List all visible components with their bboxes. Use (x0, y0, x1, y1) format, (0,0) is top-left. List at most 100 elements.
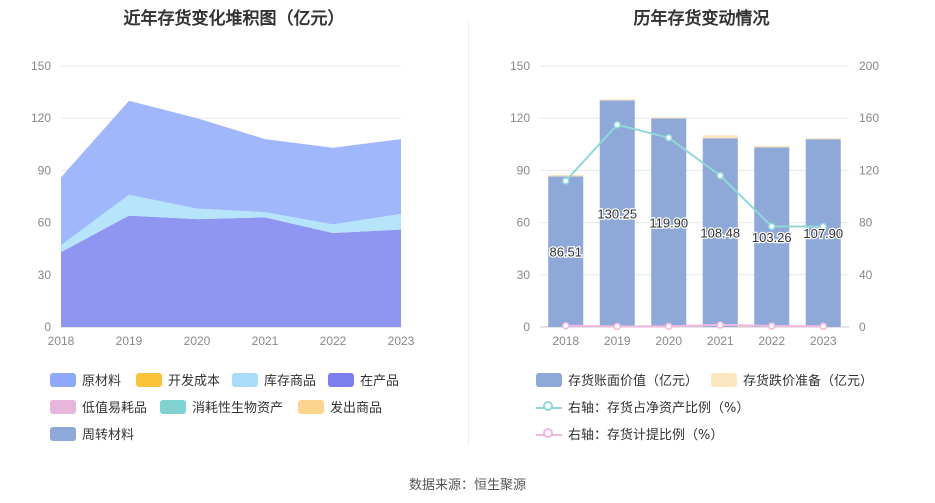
bar-provision (651, 117, 687, 119)
legend-item[interactable]: 周转材料 (50, 424, 134, 443)
bar-value-label: 130.25 (597, 207, 637, 222)
line-point (613, 322, 621, 331)
stacked-area-chart: 0 30 60 90 120 150 2018 2019 2020 2021 2022 2023 (31, 59, 415, 348)
area-series-1 (61, 215, 401, 327)
y2-tick-label: 200 (859, 59, 879, 73)
y-tick-label: 0 (44, 320, 51, 334)
x-tick-label: 2020 (655, 334, 682, 348)
y-tick-label: 120 (31, 111, 51, 125)
x-tick-label: 2019 (604, 334, 631, 348)
y2-tick-label: 80 (859, 216, 873, 230)
legend-swatch (536, 372, 562, 387)
line-point (562, 321, 570, 330)
legend-swatch (50, 399, 76, 414)
line-point (716, 171, 724, 180)
right-chart-title: 历年存货变动情况 (633, 9, 770, 29)
legend-item[interactable]: 低值易耗品 (50, 397, 147, 416)
legend-label: 开发成本 (168, 374, 221, 389)
bar-value-label: 119.90 (649, 216, 688, 231)
legend-swatch (50, 372, 76, 387)
legend-label: 右轴：存货占净资产比例（%） (568, 401, 750, 416)
legend-item[interactable]: 在产品 (328, 370, 399, 389)
x-tick-label: 2022 (320, 334, 347, 348)
legend-swatch (160, 399, 186, 414)
y-tick-label: 120 (510, 111, 530, 125)
y-tick-label: 60 (38, 216, 52, 230)
legend-item[interactable]: 存货账面价值（亿元） (536, 370, 698, 389)
legend-label: 存货跌价准备（亿元） (743, 374, 874, 389)
x-tick-label: 2022 (758, 334, 785, 348)
x-tick-label: 2019 (116, 334, 143, 348)
line-point (562, 177, 570, 185)
line-net-asset-ratio (565, 123, 824, 228)
bar-book-value (805, 139, 841, 327)
legend-label: 消耗性生物资产 (192, 401, 284, 416)
legend-label: 低值易耗品 (82, 401, 148, 416)
legend-label: 发出商品 (330, 401, 383, 416)
legend-item[interactable]: 库存商品 (232, 370, 316, 389)
inventory-bar-line-chart: 0 30 60 90 120 150 0 40 80 120 160 200 86.51 130.25 11… (510, 59, 879, 348)
legend-item[interactable]: 开发成本 (136, 370, 220, 389)
legend-swatch (50, 426, 76, 441)
x-tick-label: 2023 (388, 334, 415, 348)
x-tick-label: 2018 (552, 334, 579, 348)
legend-label: 在产品 (360, 374, 400, 389)
line-point (819, 322, 827, 330)
legend-item[interactable]: 右轴：存货占净资产比例（%） (536, 397, 749, 416)
bar-value-label: 103.26 (752, 230, 792, 245)
y-tick-label: 60 (517, 216, 531, 230)
y2-tick-label: 160 (859, 111, 879, 125)
bar-value-label: 108.48 (700, 226, 740, 241)
line-point (768, 222, 776, 231)
legend-label: 右轴：存货计提比例（%） (568, 428, 724, 443)
x-tick-label: 2021 (252, 334, 279, 348)
bar-book-value (702, 138, 738, 327)
line-point (613, 120, 621, 129)
y2-tick-label: 0 (859, 320, 866, 334)
bar-provision (754, 145, 790, 148)
data-source: 数据来源：恒生聚源 (408, 478, 526, 493)
legend-swatch (136, 372, 162, 387)
legend-item[interactable]: 原材料 (50, 370, 121, 389)
y-tick-label: 30 (38, 268, 52, 282)
legend-label: 周转材料 (82, 428, 135, 443)
legend-item[interactable]: 消耗性生物资产 (160, 397, 283, 416)
legend-item[interactable]: 发出商品 (298, 397, 382, 416)
x-tick-label: 2020 (184, 334, 211, 348)
y-tick-label: 150 (510, 59, 530, 73)
y-tick-label: 150 (31, 59, 51, 73)
bar-provision (599, 99, 635, 101)
bar-value-label: 107.90 (803, 226, 843, 241)
legend-label: 原材料 (82, 374, 122, 389)
y-tick-label: 30 (517, 268, 531, 282)
legend-item[interactable]: 存货跌价准备（亿元） (711, 370, 873, 389)
area-series-3 (61, 100, 401, 246)
legend-swatch (232, 372, 258, 387)
y2-tick-label: 120 (859, 163, 879, 177)
y2-tick-label: 40 (859, 268, 873, 282)
legend-swatch (536, 427, 562, 441)
legend-label: 存货账面价值（亿元） (568, 374, 699, 389)
x-tick-label: 2021 (707, 334, 734, 348)
legend-swatch (711, 372, 737, 387)
legend-item[interactable]: 右轴：存货计提比例（%） (536, 424, 723, 443)
bar-book-value (548, 176, 584, 327)
line-point (665, 134, 673, 142)
legend-swatch (536, 400, 562, 414)
x-tick-label: 2018 (48, 334, 75, 348)
y-tick-label: 90 (38, 163, 52, 177)
line-point (665, 322, 673, 331)
line-point (716, 321, 724, 329)
x-tick-label: 2023 (810, 334, 837, 348)
bar-value-label: 86.51 (549, 245, 582, 260)
legend-swatch (298, 399, 324, 414)
y-tick-label: 90 (517, 163, 531, 177)
bar-provision (702, 135, 738, 139)
line-point (819, 222, 827, 231)
area-series-2 (61, 194, 401, 253)
line-point (768, 322, 776, 330)
left-chart-title: 近年存货变化堆积图（亿元） (123, 9, 345, 29)
legend-label: 库存商品 (264, 374, 317, 389)
line-provision-ratio (565, 323, 824, 328)
panel-divider (468, 20, 469, 445)
